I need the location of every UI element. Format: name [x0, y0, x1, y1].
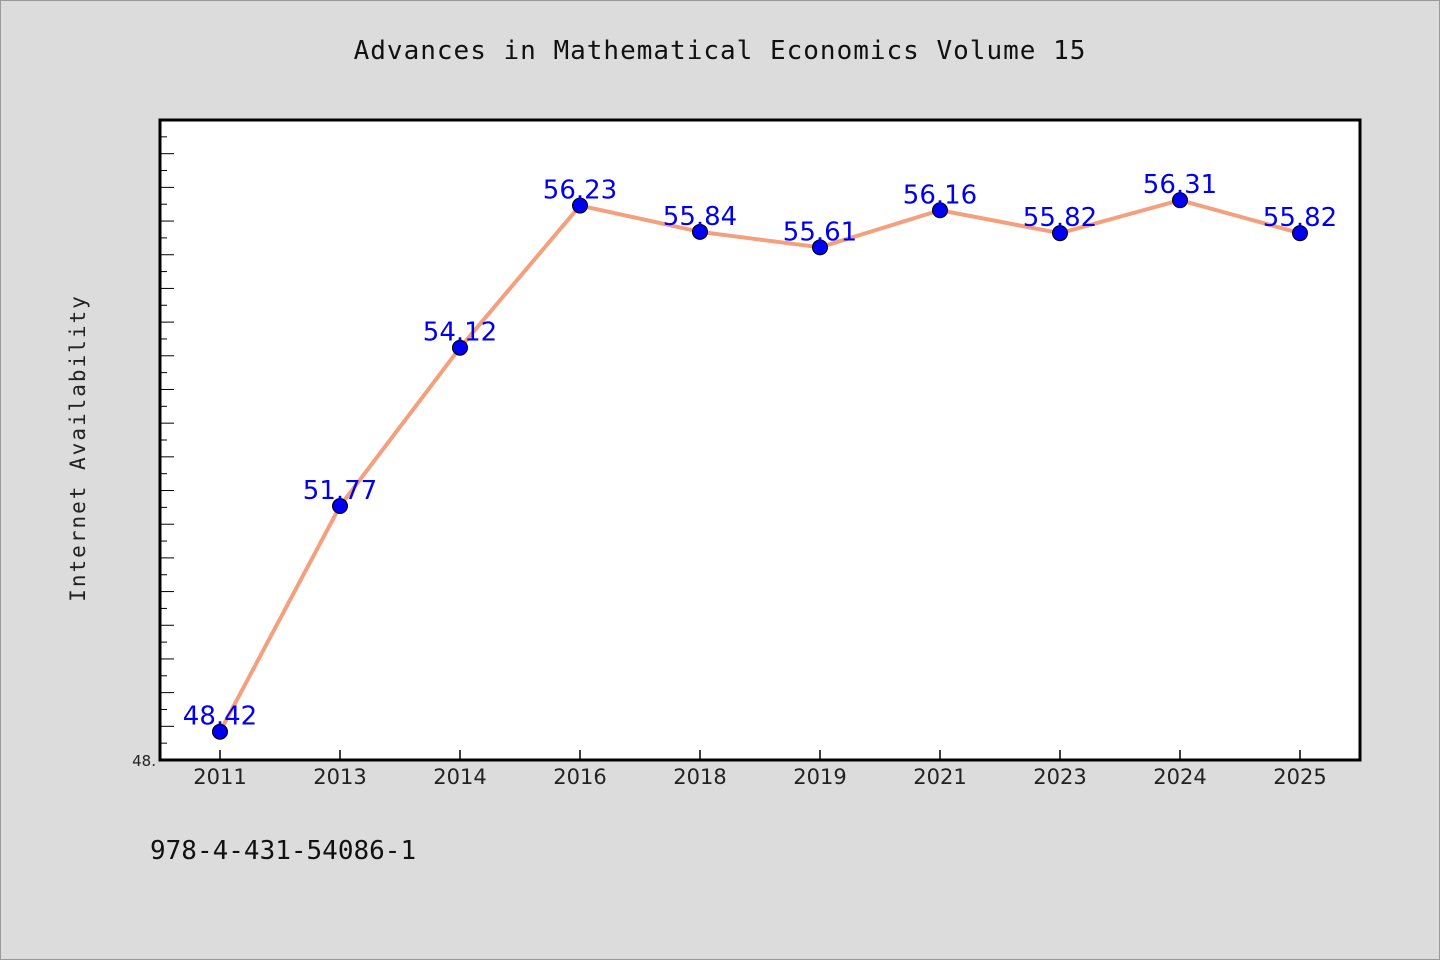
data-point — [1052, 225, 1068, 242]
data-label: 48.42 — [183, 702, 257, 732]
data-point — [212, 723, 228, 740]
series-line — [218, 198, 1301, 733]
x-tick-label: 2013 — [313, 765, 366, 789]
y-tick-label: 48. — [132, 752, 156, 770]
data-label: 55.84 — [663, 202, 737, 232]
data-label: 51.77 — [303, 476, 377, 506]
x-tick-label: 2021 — [913, 765, 966, 789]
data-label: 55.61 — [783, 217, 857, 247]
x-tick-label: 2016 — [553, 765, 606, 789]
plot-area — [158, 118, 1362, 762]
x-tick-label: 2019 — [793, 765, 846, 789]
data-point — [452, 339, 468, 356]
data-point — [332, 498, 348, 515]
data-point — [812, 239, 828, 256]
data-label: 54.12 — [423, 318, 497, 348]
data-label: 55.82 — [1263, 203, 1337, 233]
data-labels: 48.42 51.77 54.12 56.23 55.84 55.61 56.16 55.82… — [183, 170, 1337, 732]
chart-title: Advances in Mathematical Economics Volum… — [353, 36, 1087, 66]
y-axis-ticks — [160, 119, 174, 761]
data-point — [932, 202, 948, 219]
x-tick-label: 2011 — [193, 765, 246, 789]
x-tick-label: 2014 — [433, 765, 486, 789]
series-markers — [212, 192, 1308, 740]
data-label: 56.31 — [1143, 170, 1217, 200]
data-label: 56.16 — [903, 180, 977, 210]
x-tick-label: 2023 — [1033, 765, 1086, 789]
data-label: 56.23 — [543, 176, 617, 206]
data-point — [572, 197, 588, 214]
x-axis-ticks: 2011 2013 2014 2016 2018 2019 2021 2023 2024 2025 — [193, 750, 1327, 789]
isbn-text: 978-4-431-54086-1 — [150, 836, 417, 866]
x-tick-label: 2018 — [673, 765, 726, 789]
data-point — [1172, 192, 1188, 209]
data-label: 55.82 — [1023, 203, 1097, 233]
x-tick-label: 2024 — [1153, 765, 1206, 789]
data-point — [1292, 225, 1308, 242]
data-point — [692, 223, 708, 240]
x-tick-label: 2025 — [1273, 765, 1326, 789]
